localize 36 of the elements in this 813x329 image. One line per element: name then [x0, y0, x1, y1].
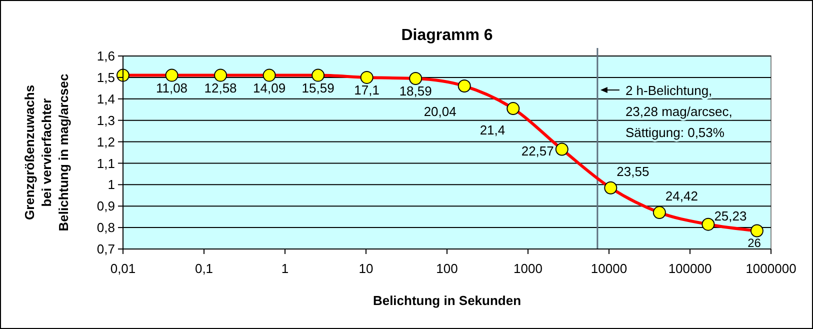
- y-tick-label: 0,9: [96, 198, 115, 214]
- annotation: 12,58: [204, 80, 237, 96]
- y-axis-title: Grenzgrößenzuwachs bei vervierfachter Belichtung in mag/arcsec: [22, 74, 71, 232]
- x-tick-label: 100: [436, 261, 458, 276]
- y-tick-label: 1,1: [96, 156, 115, 171]
- x-tick-label: 1000: [514, 261, 542, 276]
- annotation: 18,59: [399, 84, 432, 99]
- y-tick-label: 1,2: [96, 134, 115, 150]
- x-tick-label: 1: [281, 261, 289, 276]
- annotation: 21,4: [480, 122, 506, 138]
- annotation: 26: [748, 236, 762, 250]
- x-axis-title: Belichtung in Sekunden: [372, 293, 522, 308]
- x-tick-label: 100000: [668, 261, 712, 276]
- annotation: 14,09: [253, 80, 286, 96]
- annotation: 22,57: [521, 143, 554, 158]
- annotation: 25,23: [714, 208, 747, 224]
- y-tick-label: 1,6: [96, 48, 115, 64]
- y-tick-label: 0,8: [96, 220, 115, 236]
- x-tick-label: 1000000: [746, 261, 796, 276]
- x-tick-label: 0,01: [110, 261, 136, 276]
- annotation: 2 h-Belichtung, 23,28 mag/arcsec, Sättigung: 0,53%: [625, 83, 732, 140]
- annotation: 11,08: [156, 80, 188, 96]
- annotation: 20,04: [424, 104, 456, 120]
- annotation: 15,59: [302, 80, 334, 96]
- y-tick-label: 1,5: [96, 70, 115, 85]
- x-tick-label: 0,1: [194, 261, 214, 276]
- annotation: 23,55: [616, 164, 650, 179]
- y-tick-label: 1,4: [96, 91, 115, 106]
- annotation: 24,42: [665, 188, 698, 204]
- x-tick-label: 10000: [590, 261, 628, 276]
- y-tick-label: 1,3: [96, 112, 115, 128]
- y-tick-label: 1: [108, 177, 115, 192]
- x-tick-label: 10: [358, 261, 374, 276]
- y-tick-label: 0,7: [96, 242, 115, 257]
- chart-title: Diagramm 6: [401, 27, 493, 44]
- annotation: 17,1: [354, 82, 380, 98]
